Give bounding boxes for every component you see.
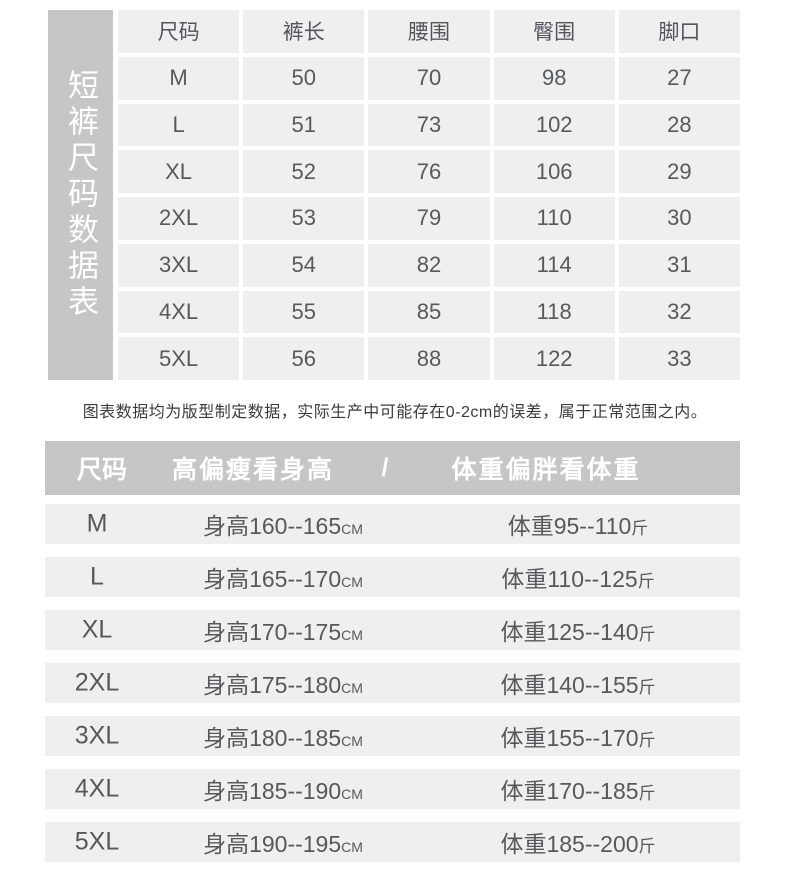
fit-row-weight-unit: 斤 bbox=[638, 625, 656, 644]
fit-row-height: 身高185--190CM bbox=[203, 778, 363, 804]
shorts-measurement-table: 尺码 裤长 腰围 臀围 脚口 M 50 70 98 27 L 51 73 102 28 XL 52 76 106 29… bbox=[118, 10, 740, 380]
fit-row-weight: 体重170--185斤 bbox=[500, 778, 656, 804]
fit-row-height: 身高190--195CM bbox=[203, 831, 363, 857]
fit-table-row: 4XL 身高185--190CM 体重170--185斤 bbox=[45, 769, 740, 809]
fit-table-row: L 身高165--170CM 体重110--125斤 bbox=[45, 557, 740, 597]
fit-row-weight: 体重155--170斤 bbox=[500, 725, 656, 751]
fit-table-header: 尺码 高偏瘦看身高 / 体重偏胖看体重 bbox=[45, 441, 740, 495]
fit-row-height-unit: CM bbox=[341, 521, 363, 537]
fit-row-weight: 体重140--155斤 bbox=[500, 672, 656, 698]
size-table-value-cell: 29 bbox=[618, 150, 740, 193]
size-table-value-cell: 76 bbox=[368, 150, 490, 193]
fit-row-weight-unit: 斤 bbox=[631, 519, 649, 538]
size-table-value-cell: 31 bbox=[618, 243, 740, 287]
size-table-value-cell: 30 bbox=[618, 197, 740, 240]
fit-header-height-label: 高偏瘦看身高 bbox=[171, 456, 335, 484]
fit-table-row: M 身高160--165CM 体重95--110斤 bbox=[45, 504, 740, 544]
size-table-value-cell: 98 bbox=[493, 56, 615, 100]
size-table-size-cell: M bbox=[118, 56, 240, 100]
size-table-header-cell: 尺码 bbox=[118, 10, 240, 53]
fit-table-rows: M 身高160--165CM 体重95--110斤 L 身高165--170CM 体重11… bbox=[45, 504, 740, 875]
fit-row-height: 身高160--165CM bbox=[203, 513, 363, 539]
fit-row-height-unit: CM bbox=[341, 574, 363, 590]
size-table-value-cell: 122 bbox=[493, 337, 615, 380]
size-table-value-cell: 106 bbox=[493, 150, 615, 193]
fit-row-height-unit: CM bbox=[341, 680, 363, 696]
size-table-value-cell: 50 bbox=[243, 56, 365, 100]
fit-row-size: 3XL bbox=[74, 721, 120, 750]
fit-table-row: 3XL 身高180--185CM 体重155--170斤 bbox=[45, 716, 740, 756]
fit-header-size-label: 尺码 bbox=[76, 456, 128, 484]
fit-row-height: 身高170--175CM bbox=[203, 619, 363, 645]
fit-row-weight: 体重125--140斤 bbox=[500, 619, 656, 645]
size-table-header-cell: 裤长 bbox=[243, 10, 365, 53]
fit-table-row: 5XL 身高190--195CM 体重185--200斤 bbox=[45, 822, 740, 862]
size-table-size-cell: 4XL bbox=[118, 290, 240, 334]
fit-header-separator: / bbox=[381, 453, 389, 482]
fit-row-weight: 体重95--110斤 bbox=[507, 513, 649, 539]
size-table-value-cell: 82 bbox=[368, 243, 490, 287]
fit-table-row: 2XL 身高175--180CM 体重140--155斤 bbox=[45, 663, 740, 703]
size-table-value-cell: 51 bbox=[243, 103, 365, 147]
tolerance-note: 图表数据均为版型制定数据，实际生产中可能存在0-2cm的误差，属于正常范围之内。 bbox=[82, 404, 708, 421]
fit-row-height: 身高165--170CM bbox=[203, 566, 363, 592]
size-table-value-cell: 79 bbox=[368, 197, 490, 240]
size-table-size-cell: XL bbox=[118, 150, 240, 193]
fit-header-weight-label: 体重偏胖看体重 bbox=[451, 456, 641, 484]
size-table-value-cell: 53 bbox=[243, 197, 365, 240]
size-table-value-cell: 70 bbox=[368, 56, 490, 100]
fit-row-weight-unit: 斤 bbox=[638, 837, 656, 856]
fit-row-height-unit: CM bbox=[341, 839, 363, 855]
size-table-value-cell: 28 bbox=[618, 103, 740, 147]
size-table-size-cell: 5XL bbox=[118, 337, 240, 380]
size-table-value-cell: 56 bbox=[243, 337, 365, 380]
size-table-value-cell: 52 bbox=[243, 150, 365, 193]
size-table-value-cell: 110 bbox=[493, 197, 615, 240]
shorts-size-table-section: 短裤尺码数据表 尺码 裤长 腰围 臀围 脚口 M 50 70 98 27 L 51 73 102 28 XL 5… bbox=[48, 10, 740, 380]
size-table-value-cell: 27 bbox=[618, 56, 740, 100]
size-table-value-cell: 55 bbox=[243, 290, 365, 334]
fit-row-height: 身高175--180CM bbox=[203, 672, 363, 698]
size-table-value-cell: 85 bbox=[368, 290, 490, 334]
size-table-value-cell: 88 bbox=[368, 337, 490, 380]
size-table-value-cell: 118 bbox=[493, 290, 615, 334]
size-table-size-cell: L bbox=[118, 103, 240, 147]
size-table-header-cell: 腰围 bbox=[368, 10, 490, 53]
fit-row-size: 4XL bbox=[74, 774, 120, 803]
size-table-value-cell: 73 bbox=[368, 103, 490, 147]
fit-row-weight: 体重110--125斤 bbox=[501, 566, 655, 592]
size-table-size-cell: 3XL bbox=[118, 243, 240, 287]
fit-row-weight-unit: 斤 bbox=[637, 572, 655, 591]
size-table-value-cell: 32 bbox=[618, 290, 740, 334]
fit-row-size: 2XL bbox=[74, 668, 120, 697]
fit-row-weight-unit: 斤 bbox=[638, 731, 656, 750]
size-table-value-cell: 114 bbox=[493, 243, 615, 287]
size-table-value-cell: 54 bbox=[243, 243, 365, 287]
vertical-table-title: 短裤尺码数据表 bbox=[48, 10, 113, 380]
size-table-header-cell: 臀围 bbox=[493, 10, 615, 53]
fit-row-size: M bbox=[86, 509, 108, 538]
fit-row-size: XL bbox=[81, 615, 113, 644]
fit-row-height-unit: CM bbox=[341, 786, 363, 802]
size-table-size-cell: 2XL bbox=[118, 197, 240, 240]
fit-row-height-unit: CM bbox=[341, 627, 363, 643]
fit-row-size: 5XL bbox=[74, 827, 120, 856]
size-table-value-cell: 33 bbox=[618, 337, 740, 380]
size-table-header-cell: 脚口 bbox=[618, 10, 740, 53]
fit-row-weight-unit: 斤 bbox=[638, 784, 656, 803]
fit-row-weight: 体重185--200斤 bbox=[500, 831, 656, 857]
size-table-value-cell: 102 bbox=[493, 103, 615, 147]
fit-row-height-unit: CM bbox=[341, 733, 363, 749]
fit-row-height: 身高180--185CM bbox=[203, 725, 363, 751]
fit-row-size: L bbox=[90, 562, 104, 591]
fit-table-row: XL 身高170--175CM 体重125--140斤 bbox=[45, 610, 740, 650]
fit-row-weight-unit: 斤 bbox=[638, 678, 656, 697]
